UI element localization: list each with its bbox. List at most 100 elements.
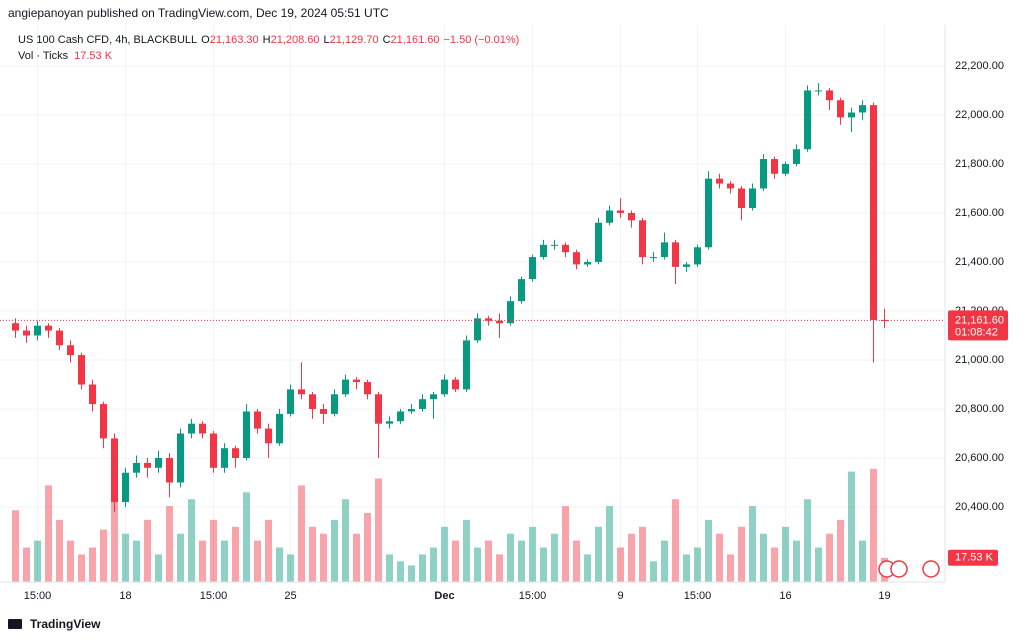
volume-bar [474, 547, 481, 582]
y-tick-label: 21,000.00 [955, 354, 1004, 366]
volume-bar [232, 526, 239, 582]
candle-body [56, 330, 63, 346]
volume-bar [177, 533, 184, 582]
candle-body [375, 394, 382, 424]
volume-bar [122, 533, 129, 582]
candle-body [430, 394, 437, 400]
y-tick-label: 20,600.00 [955, 452, 1004, 464]
volume-bar [573, 540, 580, 582]
event-icon[interactable] [922, 560, 940, 578]
volume-bar [23, 547, 30, 582]
candle-body [661, 242, 668, 258]
y-tick-label: 21,800.00 [955, 158, 1004, 170]
volume-bar [45, 485, 52, 582]
candle-body [617, 210, 624, 213]
candle-body [716, 178, 723, 184]
x-tick-label: 15:00 [24, 590, 52, 602]
legend-line: US 100 Cash CFD, 4h, BLACKBULL O21,163.30… [18, 34, 519, 46]
volume-bar [870, 468, 877, 582]
volume-last-label: 17.53 K [955, 552, 994, 564]
volume-bar [639, 526, 646, 582]
candle-body [474, 318, 481, 341]
candle-body [881, 319, 888, 321]
y-tick-label: 21,400.00 [955, 256, 1004, 268]
volume-bar [452, 540, 459, 582]
countdown: 01:08:42 [955, 326, 998, 338]
candle-body [452, 379, 459, 390]
volume-bar [463, 519, 470, 582]
candle-body [540, 244, 547, 258]
candle-body [254, 411, 261, 429]
candle-body [210, 433, 217, 468]
candle-body [672, 242, 679, 267]
candle-body [738, 188, 745, 209]
volume-bar [760, 533, 767, 582]
event-icon[interactable] [890, 560, 908, 578]
y-tick-label: 20,800.00 [955, 403, 1004, 415]
candle-body [265, 428, 272, 444]
candle-body [859, 105, 866, 113]
candle-body [760, 159, 767, 189]
volume-bar [298, 485, 305, 582]
candle-layer [12, 83, 888, 512]
candle-body [518, 279, 525, 302]
candle-body [507, 301, 514, 324]
candle-body [67, 345, 74, 356]
candle-body [584, 261, 591, 265]
volume-bar [661, 540, 668, 582]
y-tick-label: 21,600.00 [955, 207, 1004, 219]
candle-body [683, 264, 690, 267]
candle-body [122, 472, 129, 503]
candle-body [133, 462, 140, 473]
volume-bar [78, 554, 85, 582]
volume-bar [144, 519, 151, 582]
candle-body [705, 178, 712, 248]
volume-bar [628, 533, 635, 582]
volume-bar [166, 506, 173, 582]
volume-bar [749, 506, 756, 582]
volume-bar [221, 540, 228, 582]
volume-bar [67, 540, 74, 582]
y-tick-label: 20,400.00 [955, 501, 1004, 513]
x-tick-label: 15:00 [684, 590, 712, 602]
volume-bar [56, 519, 63, 582]
candle-body [276, 413, 283, 444]
candle-body [89, 384, 96, 405]
volume-bar [650, 561, 657, 582]
candle-body [870, 105, 877, 320]
candle-body [166, 458, 173, 483]
candle-body [848, 112, 855, 118]
volume-bar [287, 554, 294, 582]
candle-body [177, 433, 184, 483]
volume-bar [364, 513, 371, 582]
volume-bar [12, 510, 19, 582]
y-tick-label: 22,200.00 [955, 60, 1004, 72]
candle-body [749, 188, 756, 209]
volume-bar [265, 519, 272, 582]
candle-body [408, 408, 415, 412]
volume-bar [243, 492, 250, 582]
volume-bar [342, 499, 349, 582]
volume-bar [672, 499, 679, 582]
candle-body [595, 222, 602, 262]
change: −1.50 (−0.01%) [443, 34, 519, 46]
high-key: H [263, 34, 271, 46]
volume-bar [89, 547, 96, 582]
candle-body [727, 183, 734, 189]
volume-bar [727, 554, 734, 582]
volume-title: Vol · Ticks [18, 50, 69, 62]
x-tick-label: Dec [434, 590, 454, 602]
volume-bar [793, 540, 800, 582]
candle-body [606, 210, 613, 223]
candle-body [463, 340, 470, 390]
volume-bar [694, 547, 701, 582]
close-key: C [383, 34, 391, 46]
volume-bar [584, 554, 591, 582]
volume-bar [320, 533, 327, 582]
volume-bar [331, 519, 338, 582]
x-tick-label: 18 [119, 590, 131, 602]
volume-bar [683, 554, 690, 582]
volume-bar [540, 547, 547, 582]
low-key: L [324, 34, 330, 46]
symbol: US 100 Cash CFD, 4h, BLACKBULL [18, 34, 197, 46]
